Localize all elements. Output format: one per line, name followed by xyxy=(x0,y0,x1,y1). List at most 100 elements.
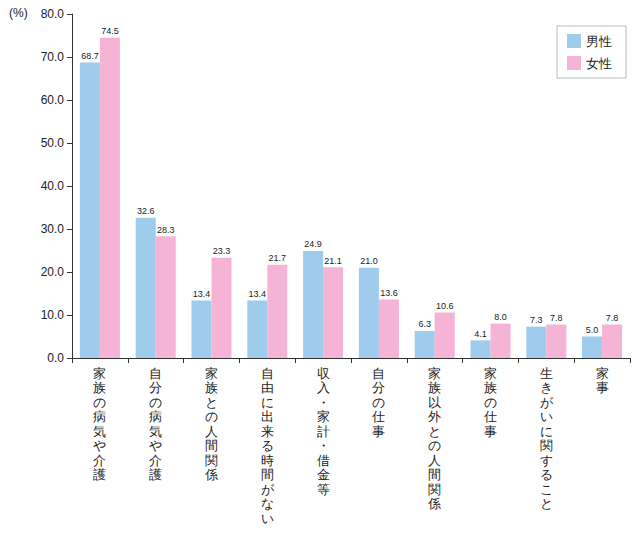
svg-text:間: 間 xyxy=(261,467,274,482)
svg-text:事: 事 xyxy=(372,424,385,439)
svg-text:21.0: 21.0 xyxy=(360,256,378,266)
svg-text:い: い xyxy=(540,409,553,424)
svg-text:の: の xyxy=(484,395,497,410)
svg-text:28.3: 28.3 xyxy=(157,225,175,235)
svg-text:族: 族 xyxy=(484,380,497,395)
svg-text:事: 事 xyxy=(484,424,497,439)
svg-text:30.0: 30.0 xyxy=(41,222,65,236)
svg-text:介: 介 xyxy=(93,453,106,468)
svg-text:時: 時 xyxy=(261,453,274,468)
svg-text:21.1: 21.1 xyxy=(324,256,342,266)
svg-text:関: 関 xyxy=(540,438,553,453)
svg-text:や: や xyxy=(149,438,162,453)
svg-text:男性: 男性 xyxy=(586,34,612,49)
svg-text:仕: 仕 xyxy=(483,409,497,424)
svg-text:10.0: 10.0 xyxy=(41,308,65,322)
svg-text:借: 借 xyxy=(317,453,330,468)
svg-text:と: と xyxy=(540,496,553,511)
svg-text:来: 来 xyxy=(261,424,274,439)
svg-text:家: 家 xyxy=(205,366,218,381)
svg-text:自: 自 xyxy=(261,366,274,381)
svg-text:13.4: 13.4 xyxy=(249,289,267,299)
svg-text:10.6: 10.6 xyxy=(436,301,454,311)
svg-text:(%): (%) xyxy=(9,6,28,20)
svg-text:間: 間 xyxy=(428,467,441,482)
svg-text:23.3: 23.3 xyxy=(213,246,231,256)
svg-text:入: 入 xyxy=(317,380,330,395)
svg-text:な: な xyxy=(261,496,274,511)
svg-text:分: 分 xyxy=(372,380,385,395)
svg-text:家: 家 xyxy=(428,366,441,381)
svg-text:関: 関 xyxy=(205,453,218,468)
svg-text:家: 家 xyxy=(484,366,497,381)
svg-text:40.0: 40.0 xyxy=(41,179,65,193)
svg-text:生: 生 xyxy=(540,366,553,381)
svg-text:8.0: 8.0 xyxy=(494,312,507,322)
svg-text:5.0: 5.0 xyxy=(586,325,599,335)
svg-text:や: や xyxy=(93,438,106,453)
svg-text:き: き xyxy=(540,380,553,395)
svg-text:に: に xyxy=(540,424,553,439)
svg-text:13.6: 13.6 xyxy=(380,288,398,298)
svg-text:の: の xyxy=(428,438,441,453)
svg-text:出: 出 xyxy=(261,409,274,424)
svg-text:の: の xyxy=(149,395,162,410)
svg-text:74.5: 74.5 xyxy=(101,26,119,36)
svg-text:32.6: 32.6 xyxy=(137,206,155,216)
svg-text:家: 家 xyxy=(317,409,330,424)
svg-text:人: 人 xyxy=(428,453,441,468)
svg-text:病: 病 xyxy=(149,409,162,424)
svg-text:族: 族 xyxy=(428,380,441,395)
svg-text:分: 分 xyxy=(149,380,162,395)
svg-text:気: 気 xyxy=(93,424,106,439)
svg-text:等: 等 xyxy=(317,482,330,497)
svg-text:自: 自 xyxy=(149,366,162,381)
svg-text:仕: 仕 xyxy=(371,409,385,424)
svg-text:族: 族 xyxy=(205,380,218,395)
svg-text:20.0: 20.0 xyxy=(41,265,65,279)
svg-text:6.3: 6.3 xyxy=(418,319,431,329)
svg-text:68.7: 68.7 xyxy=(81,51,99,61)
svg-text:が: が xyxy=(540,395,554,410)
svg-text:21.7: 21.7 xyxy=(269,253,287,263)
svg-text:女性: 女性 xyxy=(586,56,612,71)
svg-text:60.0: 60.0 xyxy=(41,93,65,107)
svg-text:50.0: 50.0 xyxy=(41,136,65,150)
svg-text:金: 金 xyxy=(317,467,330,482)
svg-text:気: 気 xyxy=(149,424,162,439)
svg-text:計: 計 xyxy=(317,424,330,439)
svg-text:に: に xyxy=(261,395,274,410)
svg-text:る: る xyxy=(540,467,553,482)
svg-text:護: 護 xyxy=(149,467,162,482)
svg-text:80.0: 80.0 xyxy=(41,7,65,21)
svg-text:自: 自 xyxy=(372,366,385,381)
svg-text:収: 収 xyxy=(317,366,330,381)
svg-text:の: の xyxy=(372,395,385,410)
svg-text:4.1: 4.1 xyxy=(474,329,487,339)
svg-text:7.8: 7.8 xyxy=(606,313,619,323)
svg-text:間: 間 xyxy=(205,438,218,453)
svg-text:13.4: 13.4 xyxy=(193,289,211,299)
svg-text:る: る xyxy=(261,438,274,453)
svg-text:・: ・ xyxy=(317,438,330,453)
svg-text:の: の xyxy=(93,395,106,410)
svg-text:係: 係 xyxy=(427,496,441,511)
svg-text:家: 家 xyxy=(596,366,609,381)
svg-text:外: 外 xyxy=(428,409,441,424)
svg-text:以: 以 xyxy=(428,395,441,410)
svg-text:と: と xyxy=(428,424,441,439)
svg-text:由: 由 xyxy=(261,380,274,395)
svg-text:家: 家 xyxy=(93,366,106,381)
svg-text:と: と xyxy=(205,395,218,410)
svg-text:7.3: 7.3 xyxy=(530,315,543,325)
svg-text:24.9: 24.9 xyxy=(304,239,322,249)
svg-text:人: 人 xyxy=(205,424,218,439)
svg-text:護: 護 xyxy=(93,467,106,482)
svg-text:事: 事 xyxy=(596,380,609,395)
svg-text:病: 病 xyxy=(93,409,106,424)
svg-text:い: い xyxy=(261,511,274,526)
svg-text:族: 族 xyxy=(93,380,106,395)
svg-text:7.8: 7.8 xyxy=(550,313,563,323)
svg-text:0.0: 0.0 xyxy=(47,351,64,365)
svg-text:係: 係 xyxy=(204,467,218,482)
